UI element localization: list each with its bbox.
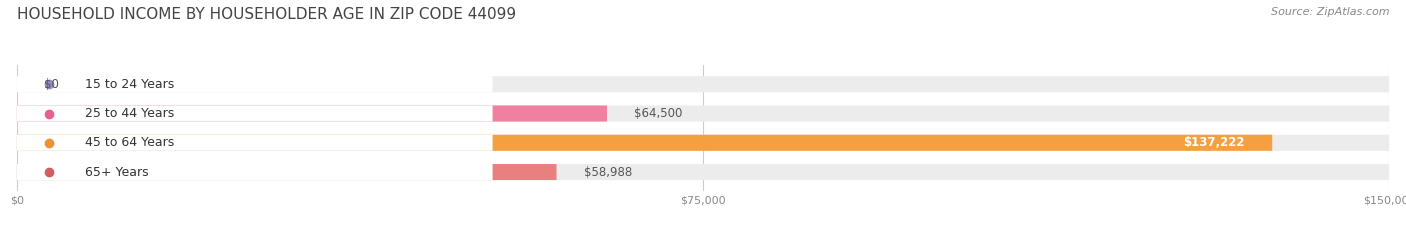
FancyBboxPatch shape [17,135,492,151]
FancyBboxPatch shape [17,106,607,122]
FancyBboxPatch shape [17,135,1272,151]
Text: $58,988: $58,988 [583,165,633,178]
FancyBboxPatch shape [17,106,1389,122]
FancyBboxPatch shape [17,135,1389,151]
FancyBboxPatch shape [17,164,1389,180]
Text: 15 to 24 Years: 15 to 24 Years [86,78,174,91]
Text: 65+ Years: 65+ Years [86,165,149,178]
Text: $0: $0 [45,78,59,91]
Text: 45 to 64 Years: 45 to 64 Years [86,136,174,149]
Text: $64,500: $64,500 [634,107,683,120]
Text: HOUSEHOLD INCOME BY HOUSEHOLDER AGE IN ZIP CODE 44099: HOUSEHOLD INCOME BY HOUSEHOLDER AGE IN Z… [17,7,516,22]
FancyBboxPatch shape [17,106,492,122]
FancyBboxPatch shape [17,164,557,180]
FancyBboxPatch shape [17,164,492,180]
Text: 25 to 44 Years: 25 to 44 Years [86,107,174,120]
FancyBboxPatch shape [17,76,492,92]
FancyBboxPatch shape [17,76,1389,92]
Text: $137,222: $137,222 [1184,136,1244,149]
Text: Source: ZipAtlas.com: Source: ZipAtlas.com [1271,7,1389,17]
